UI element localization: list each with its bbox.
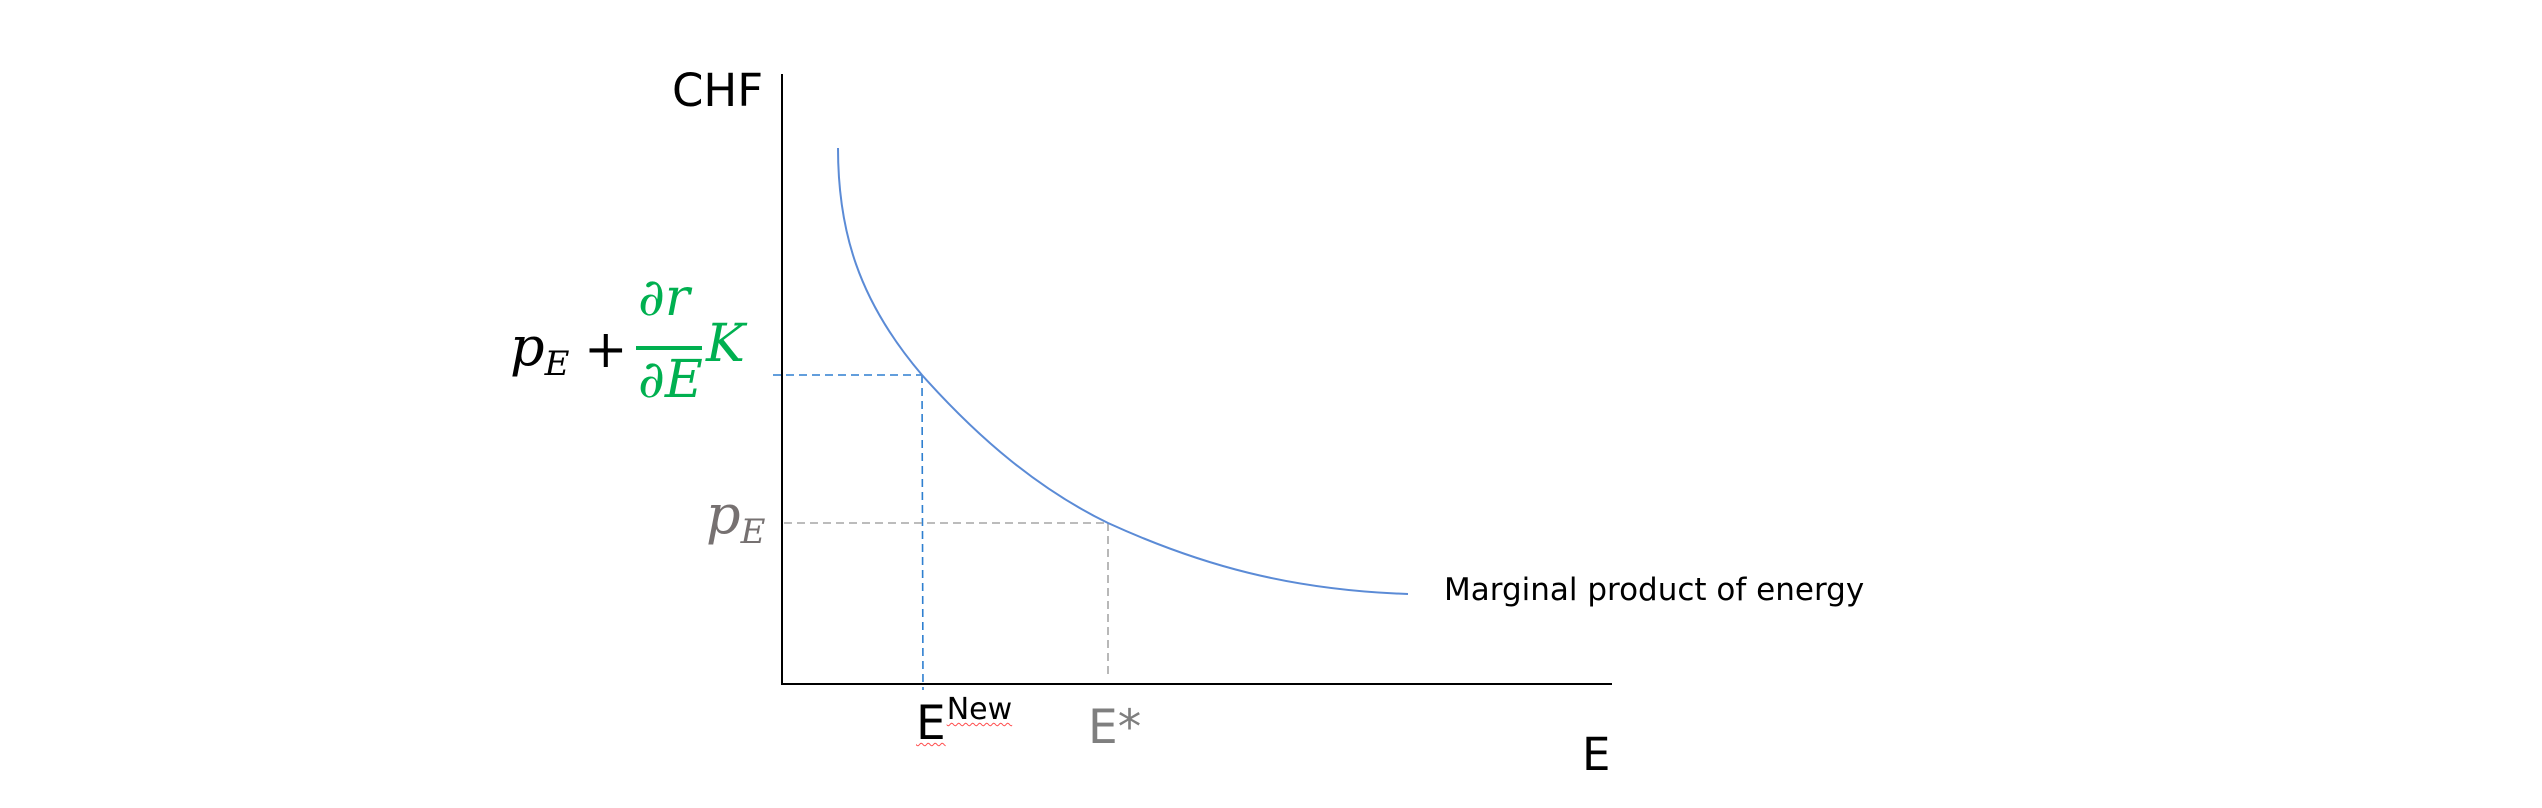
guide-e-new-vertical — [921, 374, 924, 691]
formula-pe: pE — [510, 320, 569, 382]
x-axis-label: E — [1582, 728, 1611, 781]
x-marker-e-star-label: E* — [1088, 700, 1142, 755]
formula-factor-k: K — [706, 314, 745, 374]
y-axis-label: CHF — [672, 64, 764, 117]
x-marker-e-new-label: ENew — [916, 695, 1012, 748]
formula-denominator: ∂E — [638, 350, 703, 410]
pe-p: p — [706, 483, 741, 546]
curve-label: Marginal product of energy — [1444, 572, 1865, 608]
formula-numerator: ∂r — [638, 268, 690, 328]
formula-plus-sign: + — [584, 320, 628, 380]
e-new-base: E — [916, 696, 946, 751]
e-new-superscript: New — [946, 692, 1013, 727]
y-marker-pe-plus-label: pE + ∂r ∂E K — [510, 270, 760, 410]
formula-sub-e: E — [544, 344, 570, 384]
pe-sub-e: E — [740, 512, 766, 552]
y-marker-pe-label: pE — [706, 488, 765, 550]
formula-p: p — [510, 315, 545, 378]
marginal-product-curve — [837, 147, 1409, 595]
formula-fraction-bar — [636, 346, 702, 350]
